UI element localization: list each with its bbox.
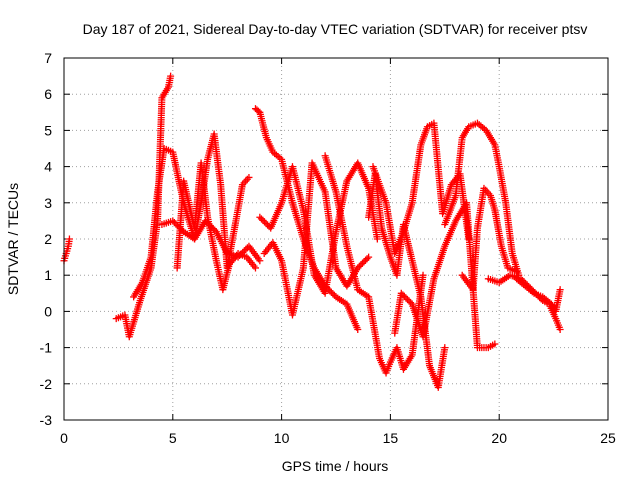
data-points bbox=[60, 72, 564, 391]
data-point-marker bbox=[245, 173, 253, 181]
data-point-marker bbox=[365, 253, 373, 261]
x-tick-label: 5 bbox=[169, 430, 177, 446]
data-point-marker bbox=[327, 288, 335, 296]
data-point-marker bbox=[256, 213, 264, 221]
data-point-marker bbox=[407, 299, 415, 307]
data-point-marker bbox=[362, 256, 370, 264]
data-point-marker bbox=[357, 261, 365, 269]
x-axis-label: GPS time / hours bbox=[282, 458, 389, 474]
x-tick-label: 25 bbox=[600, 430, 616, 446]
data-point-marker bbox=[354, 326, 362, 333]
x-tick-label: 20 bbox=[491, 430, 507, 446]
data-point-marker bbox=[259, 216, 267, 224]
data-point-marker bbox=[256, 257, 264, 265]
data-point-marker bbox=[405, 297, 413, 305]
y-tick-label: 4 bbox=[44, 159, 52, 175]
plot-frame bbox=[63, 57, 609, 421]
data-point-marker bbox=[358, 259, 366, 267]
data-point-marker bbox=[169, 217, 177, 225]
data-point-marker bbox=[65, 235, 73, 243]
chart-title: Day 187 of 2021, Sidereal Day-to-day VTE… bbox=[83, 21, 588, 37]
data-point-marker bbox=[399, 291, 407, 299]
data-point-marker bbox=[170, 218, 178, 226]
y-tick-label: -2 bbox=[40, 376, 53, 392]
data-point-marker bbox=[264, 221, 272, 229]
data-point-marker bbox=[262, 219, 270, 227]
y-tick-label: 5 bbox=[44, 122, 52, 138]
data-point-marker bbox=[402, 294, 410, 302]
data-point-marker bbox=[261, 218, 269, 226]
data-point-marker bbox=[397, 289, 405, 297]
data-point-marker bbox=[556, 286, 564, 294]
y-tick-label: 6 bbox=[44, 86, 52, 102]
y-tick-label: 1 bbox=[44, 267, 52, 283]
data-point-marker bbox=[373, 235, 381, 243]
y-tick-label: -3 bbox=[40, 412, 53, 428]
data-point-marker bbox=[167, 72, 175, 80]
data-point-marker bbox=[360, 258, 368, 266]
x-tick-label: 15 bbox=[383, 430, 399, 446]
data-point-marker bbox=[363, 255, 371, 263]
data-point-marker bbox=[400, 292, 408, 300]
y-tick-label: 3 bbox=[44, 195, 52, 211]
y-tick-label: 0 bbox=[44, 303, 52, 319]
data-point-marker bbox=[556, 326, 564, 333]
data-point-marker bbox=[419, 271, 427, 279]
tick-labels: 0 5 10 15 20 25 -3 -2 -1 0 1 2 3 4 5 6 7 bbox=[40, 50, 616, 446]
data-point-marker bbox=[441, 344, 449, 352]
y-axis-label: SDTVAR / TECUs bbox=[5, 183, 21, 295]
data-point-marker bbox=[329, 290, 337, 298]
data-point-marker bbox=[251, 264, 259, 272]
data-point-marker bbox=[257, 215, 265, 223]
data-point-marker bbox=[355, 262, 363, 270]
data-point-marker bbox=[403, 296, 411, 304]
y-tick-label: 2 bbox=[44, 231, 52, 247]
x-tick-label: 0 bbox=[60, 430, 68, 446]
y-tick-label: 7 bbox=[44, 50, 52, 66]
x-tick-label: 10 bbox=[274, 430, 290, 446]
y-tick-label: -1 bbox=[40, 340, 53, 356]
data-point-marker bbox=[491, 340, 499, 348]
